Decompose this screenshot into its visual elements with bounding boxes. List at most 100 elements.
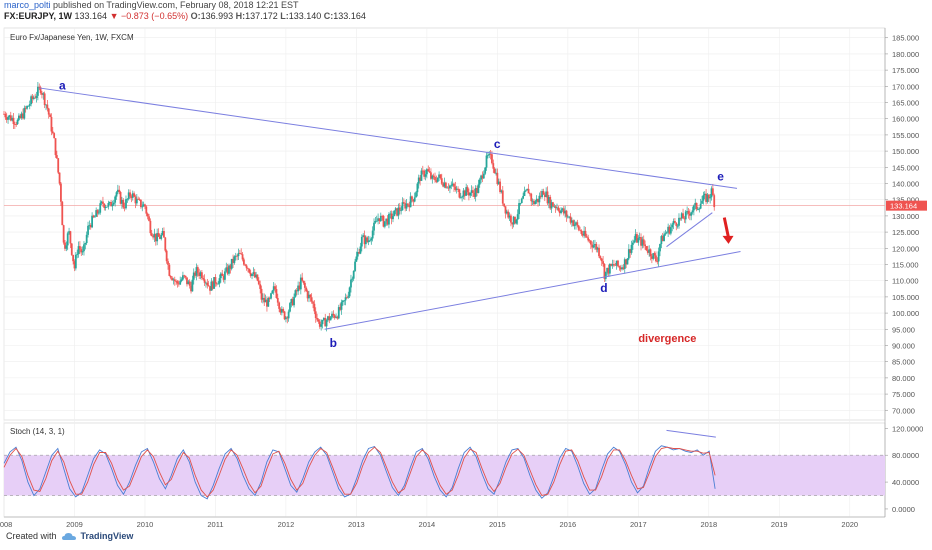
chart-canvas[interactable]: 70.000 75.000 80.000 85.000 90.000 95.000 100.… (0, 24, 932, 530)
candle (183, 275, 186, 277)
y-tick-label: 85.000 (892, 358, 915, 367)
candle (150, 233, 153, 236)
candle (237, 252, 240, 257)
candle (603, 263, 606, 279)
candle (665, 232, 668, 234)
candle (599, 256, 602, 259)
candle (280, 309, 283, 313)
candle (703, 193, 706, 196)
candle (366, 237, 369, 242)
candle (53, 133, 56, 139)
x-tick-label: 2010 (137, 520, 154, 529)
candle (523, 191, 526, 197)
candle (668, 226, 671, 234)
candle (42, 93, 45, 95)
candle (54, 138, 57, 156)
candle (336, 316, 339, 319)
y-tick-label: 100.000 (892, 309, 919, 318)
candle (240, 253, 243, 255)
candle (306, 291, 309, 299)
candle (598, 247, 600, 257)
candle (497, 181, 500, 185)
candle (287, 311, 290, 319)
candle (602, 261, 604, 264)
candle (211, 281, 214, 289)
candle (205, 282, 207, 284)
candle (655, 255, 657, 262)
candle (379, 215, 382, 222)
candle (526, 188, 529, 191)
candle (709, 197, 712, 199)
stoch-title: Stoch (14, 3, 1) (10, 427, 65, 436)
candle (329, 317, 332, 321)
candle (644, 244, 646, 247)
candle (702, 195, 705, 201)
candle (636, 234, 638, 243)
candle (398, 207, 401, 211)
candle (641, 239, 644, 246)
candle (503, 203, 506, 207)
candle (695, 202, 698, 210)
y-tick-label: 165.000 (892, 99, 919, 108)
candle (177, 283, 180, 285)
candle (682, 213, 684, 219)
y-tick-label: 130.000 (892, 212, 919, 221)
y-tick-label: 185.000 (892, 34, 919, 43)
candle (446, 187, 449, 189)
candle (462, 190, 465, 197)
candle (301, 277, 304, 281)
candle (604, 271, 607, 279)
tradingview-brand[interactable]: TradingView (80, 531, 134, 541)
open-value: 136.993 (200, 11, 234, 21)
y-tick-label: 145.000 (892, 163, 919, 172)
candle (207, 285, 210, 287)
candle (158, 236, 161, 239)
candle (501, 190, 504, 204)
candle (486, 155, 489, 156)
y-tick-label: 120.000 (892, 244, 919, 253)
candle (610, 263, 613, 266)
low-value: 133.140 (288, 11, 322, 21)
candle (77, 246, 80, 255)
candle (530, 193, 533, 202)
candle (419, 177, 422, 181)
candle (375, 220, 378, 222)
candle (697, 209, 699, 210)
candle (507, 211, 510, 218)
candle (213, 277, 215, 289)
candle (684, 211, 687, 220)
candle (195, 267, 198, 276)
y-tick-label: 150.000 (892, 147, 919, 156)
candle (294, 290, 297, 297)
candle (394, 208, 397, 211)
candle (251, 274, 253, 276)
candle (149, 220, 152, 234)
candle (424, 174, 427, 177)
candle (83, 244, 85, 252)
stoch-tick-label: 40.0000 (892, 478, 919, 487)
candle (282, 309, 285, 312)
candle (137, 198, 140, 200)
candle (9, 115, 12, 121)
candle (552, 202, 554, 207)
candle (130, 196, 133, 198)
candle (705, 193, 707, 202)
candle (312, 301, 314, 304)
candle (328, 316, 331, 321)
candle (575, 222, 577, 225)
candle (12, 117, 15, 124)
candle (533, 200, 535, 205)
candle (36, 86, 39, 96)
candle (472, 190, 474, 193)
candle (359, 246, 362, 254)
down-arrow-shaft (722, 217, 731, 239)
candle (587, 237, 590, 241)
candle (249, 272, 252, 276)
candle (664, 233, 667, 235)
candle (72, 254, 75, 262)
candle (431, 175, 434, 179)
candle (344, 297, 347, 301)
wave-label-c: c (494, 137, 501, 151)
candle (182, 275, 184, 280)
author-link[interactable]: marco_polti (4, 0, 51, 10)
